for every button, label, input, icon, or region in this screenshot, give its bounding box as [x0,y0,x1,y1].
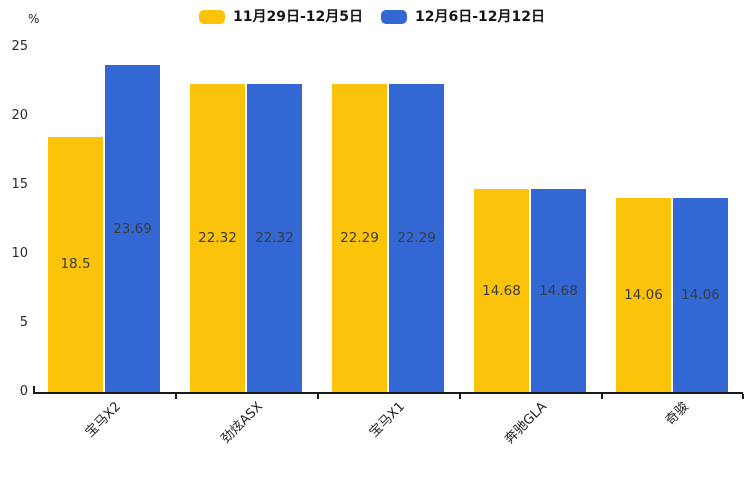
bar-value-label: 23.69 [113,220,152,237]
legend-item-1[interactable]: 12月6日-12月12日 [381,9,545,25]
legend-swatch-icon [199,10,225,24]
legend-swatch-icon [381,10,407,24]
x-tick-label: 宝马X2 [82,399,124,441]
x-tick-label: 奇骏 [662,399,692,429]
legend-label: 11月29日-12月5日 [233,9,363,25]
bar-11月29日-12月5日-劲炫ASX: 22.32 [190,83,245,392]
bar-value-label: 22.29 [340,230,379,247]
x-axis-tick [742,393,744,399]
y-tick-label: 10 [11,246,28,261]
legend-item-0[interactable]: 11月29日-12月5日 [199,9,363,25]
bar-11月29日-12月5日-奇骏: 14.06 [616,197,671,392]
bar-12月6日-12月12日-宝马X1: 22.29 [389,84,444,392]
bar-11月29日-12月5日-宝马X1: 22.29 [332,84,387,392]
bar-value-label: 14.68 [482,282,521,299]
bar-value-label: 22.29 [397,230,436,247]
bar-12月6日-12月12日-奔驰GLA: 14.68 [531,189,586,392]
bar-11月29日-12月5日-宝马X2: 18.5 [48,136,103,392]
x-axis-line [33,392,743,394]
bar-value-label: 22.32 [198,229,237,246]
bar-value-label: 22.32 [255,229,294,246]
y-tick-label: 0 [19,384,28,399]
x-tick-label: 宝马X1 [366,399,408,441]
chart-legend: 11月29日-12月5日 12月6日-12月12日 [0,6,744,28]
bar-12月6日-12月12日-劲炫ASX: 22.32 [247,83,302,392]
bar-12月6日-12月12日-宝马X2: 23.69 [105,65,160,392]
y-tick-label: 20 [11,108,28,123]
y-tick-label: 15 [11,177,28,192]
x-axis-tick [459,393,461,399]
x-axis-tick [175,393,177,399]
bar-value-label: 14.06 [624,286,663,303]
y-axis-unit-label: % [28,12,40,26]
x-tick-label: 劲炫ASX [218,399,266,447]
x-axis-tick [601,393,603,399]
bar-value-label: 18.5 [60,256,91,273]
x-axis-tick [317,393,319,399]
bar-value-label: 14.06 [681,286,720,303]
bar-12月6日-12月12日-奇骏: 14.06 [673,197,728,392]
bar-11月29日-12月5日-奔驰GLA: 14.68 [474,189,529,392]
y-tick-label: 5 [19,315,28,330]
y-axis-stub [33,386,35,392]
x-tick-label: 奔驰GLA [502,399,550,448]
bar-value-label: 14.68 [539,282,578,299]
y-tick-label: 25 [11,39,28,54]
legend-label: 12月6日-12月12日 [415,9,545,25]
